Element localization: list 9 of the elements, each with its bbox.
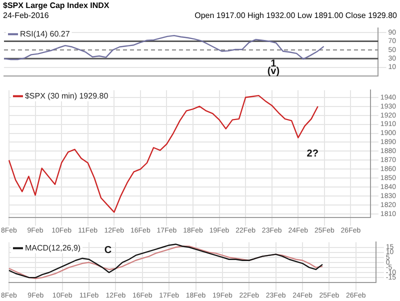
chart-subtitle: 24-Feb-2016 [3,11,49,20]
legend-label: RSI(14) 60.27 [20,29,70,38]
legend-label: $SPX (30 min) 1929.80 [24,91,109,100]
annotation: (v) [267,66,280,77]
legend-label: MACD(12,26,9) [24,243,81,252]
annotation: C [104,245,112,256]
annotation: 2? [306,148,318,160]
text: Open 1917.00 High 1932.00 Low 1891.00 Close 1929.80 [194,11,397,20]
chart-title: $SPX Large Cap Index INDX [3,1,110,10]
